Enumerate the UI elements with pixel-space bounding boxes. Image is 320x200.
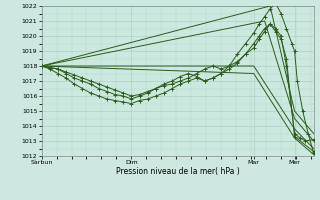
X-axis label: Pression niveau de la mer( hPa ): Pression niveau de la mer( hPa ) — [116, 167, 239, 176]
